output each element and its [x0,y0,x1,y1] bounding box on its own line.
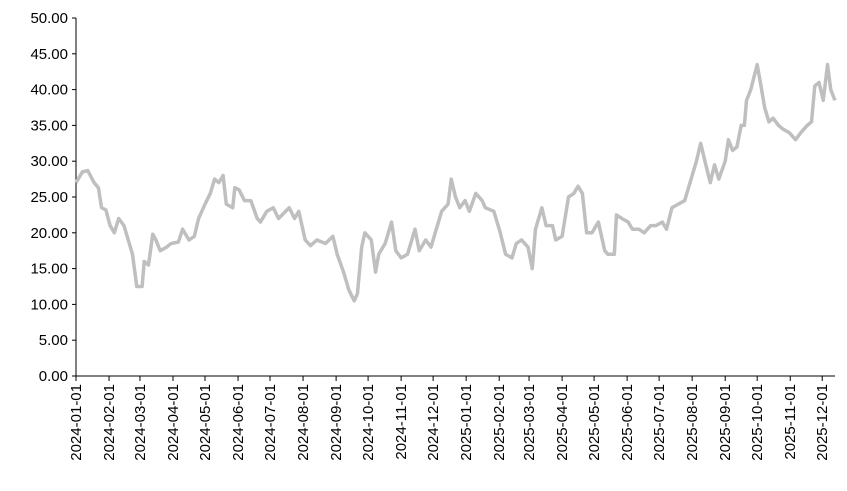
x-tick-label: 2025-02-01 [491,384,508,461]
x-tick-label: 2025-05-01 [586,384,603,461]
x-tick-label: 2025-01-01 [458,384,475,461]
x-tick-label: 2024-09-01 [328,384,345,461]
x-tick-label: 2024-07-01 [262,384,279,461]
x-tick-label: 2024-01-01 [68,384,85,461]
x-tick-label: 2024-11-01 [393,384,410,460]
y-tick-label: 30.00 [30,153,68,170]
x-tick-label: 2025-11-01 [782,384,799,460]
y-tick-label: 10.00 [30,296,68,313]
y-tick-label: 35.00 [30,117,68,134]
y-tick-label: 45.00 [30,46,68,63]
x-tick-label: 2024-10-01 [360,384,377,461]
x-tick-label: 2024-06-01 [230,384,247,461]
x-tick-label: 2025-06-01 [619,384,636,461]
x-tick-label: 2024-05-01 [197,384,214,461]
y-tick-label: 0.00 [39,368,68,385]
y-tick-label: 20.00 [30,225,68,242]
x-tick-label: 2025-08-01 [684,384,701,461]
y-tick-label: 50.00 [30,10,68,27]
x-tick-label: 2024-12-01 [425,384,442,461]
y-tick-label: 5.00 [39,332,68,349]
x-tick-label: 2024-03-01 [132,384,149,461]
y-tick-label: 25.00 [30,189,68,206]
x-tick-label: 2025-12-01 [814,384,831,461]
data-line [74,62,837,303]
x-tick-label: 2024-08-01 [295,384,312,461]
x-tick-label: 2024-04-01 [165,384,182,461]
x-tick-label: 2025-04-01 [554,384,571,461]
y-tick-label: 15.00 [30,261,68,278]
x-tick-label: 2025-10-01 [749,384,766,461]
x-tick-label: 2025-03-01 [521,384,538,461]
x-tick-label: 2025-09-01 [717,384,734,461]
y-tick-label: 40.00 [30,82,68,99]
x-tick-label: 2024-02-01 [101,384,118,461]
x-tick-label: 2025-07-01 [651,384,668,461]
